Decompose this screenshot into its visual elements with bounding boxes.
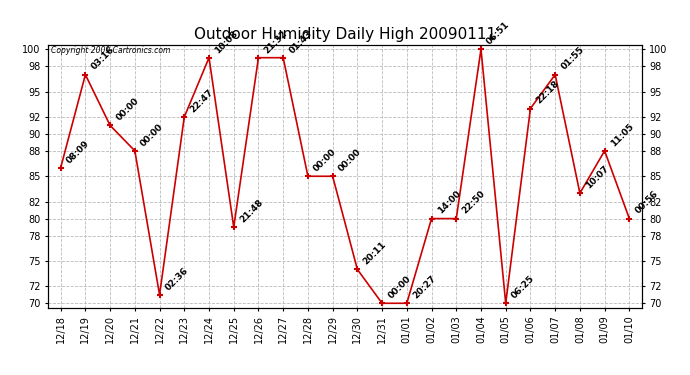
Text: 21:32: 21:32 — [263, 28, 289, 55]
Text: 03:16: 03:16 — [90, 45, 116, 72]
Text: 00:00: 00:00 — [139, 122, 166, 148]
Text: 22:47: 22:47 — [188, 87, 215, 114]
Title: Outdoor Humidity Daily High 20090111: Outdoor Humidity Daily High 20090111 — [194, 27, 496, 42]
Text: 22:18: 22:18 — [535, 79, 561, 106]
Text: 02:36: 02:36 — [164, 266, 190, 292]
Text: 00:00: 00:00 — [337, 147, 363, 174]
Text: 00:00: 00:00 — [115, 96, 141, 123]
Text: 01:55: 01:55 — [560, 45, 586, 72]
Text: 21:48: 21:48 — [238, 198, 264, 224]
Text: 20:27: 20:27 — [411, 274, 437, 300]
Text: 14:00: 14:00 — [435, 189, 462, 216]
Text: 01:43: 01:43 — [287, 28, 314, 55]
Text: 10:07: 10:07 — [584, 164, 611, 190]
Text: 06:25: 06:25 — [510, 274, 536, 300]
Text: 10:08: 10:08 — [213, 28, 239, 55]
Text: Copyright 2009 Cartronics.com: Copyright 2009 Cartronics.com — [51, 46, 170, 56]
Text: 08:09: 08:09 — [65, 138, 91, 165]
Text: 20:11: 20:11 — [362, 240, 388, 267]
Text: 00:56: 00:56 — [633, 189, 660, 216]
Text: 11:05: 11:05 — [609, 122, 635, 148]
Text: 00:00: 00:00 — [312, 147, 338, 174]
Text: 22:50: 22:50 — [460, 189, 487, 216]
Text: 00:00: 00:00 — [386, 274, 413, 300]
Text: 06:51: 06:51 — [485, 20, 512, 46]
